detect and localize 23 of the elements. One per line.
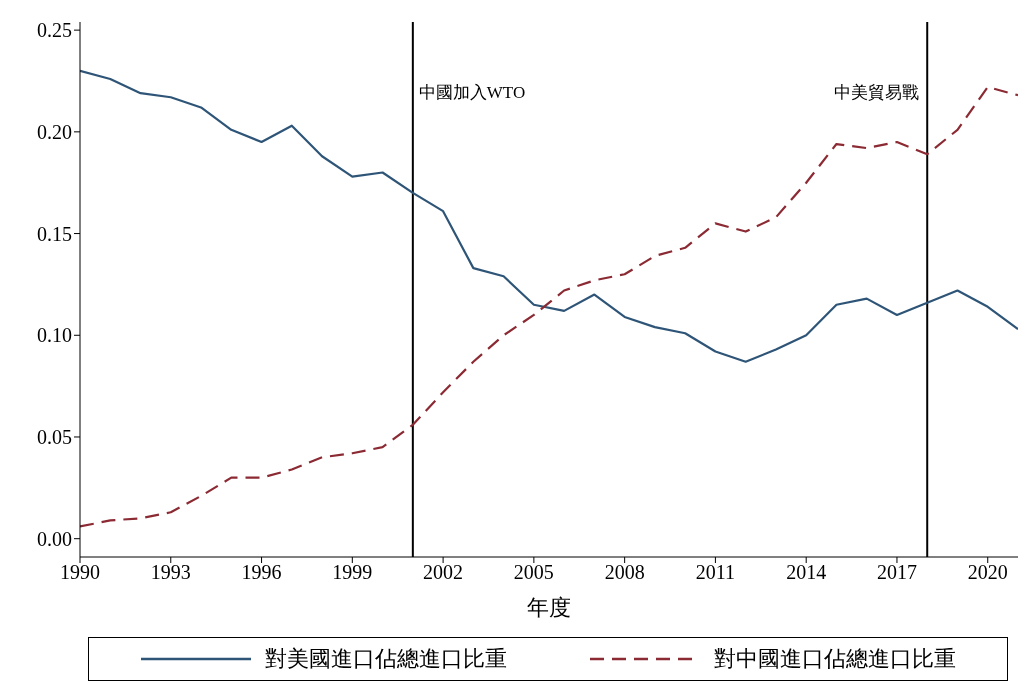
x-axis-title: 年度	[527, 595, 571, 620]
y-tick-label: 0.25	[37, 19, 72, 42]
x-tick-label: 2017	[876, 561, 917, 584]
x-tick-label: 1996	[241, 561, 282, 584]
y-tick-label: 0.00	[37, 527, 72, 550]
x-tick-label: 2011	[695, 561, 736, 584]
x-tick-label: 1990	[60, 561, 100, 584]
ref-line-label: 中國加入WTO	[418, 83, 526, 102]
y-tick-label: 0.10	[37, 324, 72, 347]
x-tick-label: 2014	[786, 561, 827, 584]
y-tick-label: 0.05	[37, 426, 72, 449]
y-tick-label: 0.15	[37, 222, 72, 245]
ref-line-label: 中美貿易戰	[834, 83, 920, 102]
legend-label: 對美國進口佔總進口比重	[264, 645, 507, 673]
x-tick-label: 2020	[967, 561, 1008, 584]
x-tick-label: 1999	[332, 561, 373, 584]
x-tick-label: 1993	[150, 561, 191, 584]
legend-label: 對中國進口佔總進口比重	[713, 645, 956, 673]
y-tick-label: 0.20	[37, 120, 72, 143]
x-tick-label: 2005	[513, 561, 554, 584]
x-tick-label: 2002	[423, 561, 464, 584]
line-series	[80, 69, 1018, 363]
x-tick-label: 2008	[604, 561, 645, 584]
